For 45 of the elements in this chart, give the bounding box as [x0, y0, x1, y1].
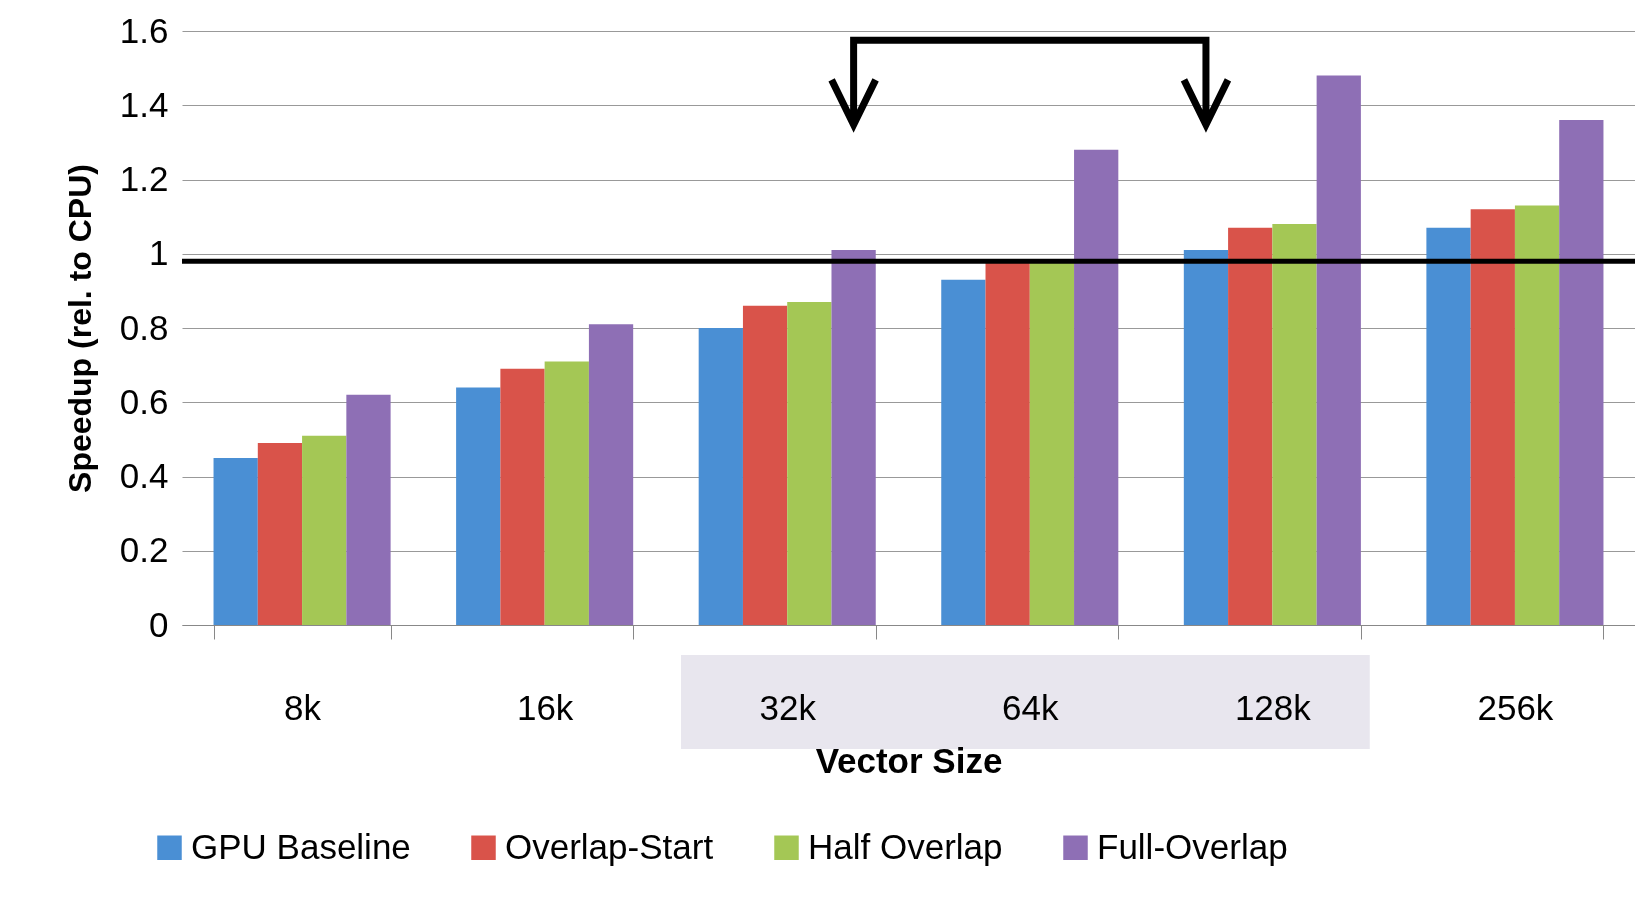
bar	[346, 394, 391, 625]
bar	[1228, 227, 1273, 625]
bar	[257, 443, 303, 625]
y-tick-label: 1.4	[119, 84, 169, 124]
bar	[544, 361, 589, 625]
y-tick-label: 1	[149, 233, 169, 273]
bar	[1426, 227, 1471, 625]
legend-label: Overlap-Start	[505, 826, 714, 866]
bar	[1470, 209, 1515, 625]
bar	[500, 368, 545, 625]
bar	[302, 435, 347, 625]
bar	[985, 261, 1030, 625]
y-tick-label: 0.2	[119, 530, 169, 570]
legend-label: GPU Baseline	[191, 826, 411, 866]
legend-label: Full-Overlap	[1097, 826, 1288, 866]
y-tick-label: 1.2	[119, 159, 169, 198]
bar	[787, 302, 832, 625]
bar	[1559, 120, 1604, 625]
bar	[588, 324, 634, 625]
y-tick-label: 1.6	[119, 10, 169, 50]
bar	[1074, 149, 1119, 625]
y-axis-title: Speedup (rel. to CPU)	[61, 164, 98, 493]
bar	[1029, 261, 1075, 625]
bar	[1272, 224, 1317, 625]
y-tick-label: 0	[149, 604, 169, 644]
x-tick-label: 256k	[1477, 687, 1554, 727]
bar	[1316, 75, 1361, 625]
x-tick-label: 8k	[284, 687, 322, 727]
bar	[941, 279, 986, 625]
y-tick-label: 0.8	[119, 307, 169, 347]
y-tick-label: 0.6	[119, 381, 169, 421]
y-tick-label: 0.4	[119, 456, 169, 495]
legend-label: Half Overlap	[808, 826, 1003, 866]
x-axis-title: Vector Size	[815, 740, 1003, 780]
bar	[831, 250, 876, 625]
x-tick-label: 64k	[1002, 687, 1059, 727]
x-tick-label: 16k	[516, 687, 574, 727]
bar	[1183, 250, 1229, 625]
bar	[213, 457, 258, 625]
bar	[742, 305, 788, 625]
bar	[698, 328, 743, 625]
x-tick-label: 32k	[759, 687, 817, 727]
bar	[456, 387, 501, 625]
x-tick-label: 128k	[1234, 687, 1312, 727]
bar	[1514, 205, 1560, 625]
